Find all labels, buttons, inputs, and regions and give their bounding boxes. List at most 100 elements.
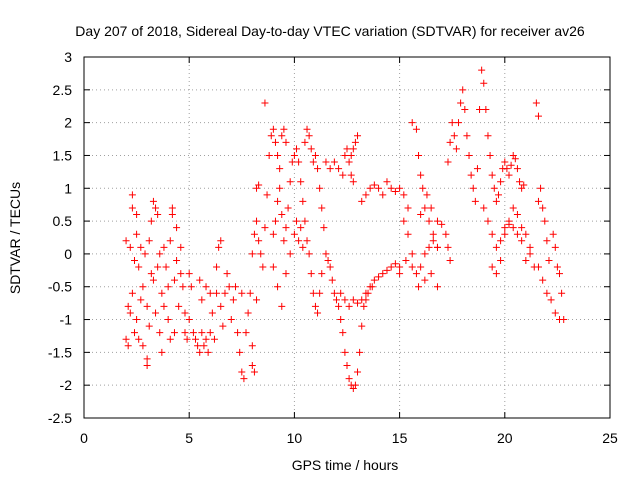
data-point-104 xyxy=(255,181,263,189)
data-point-336 xyxy=(551,243,559,251)
data-point-204 xyxy=(354,299,362,307)
data-point-329 xyxy=(539,276,547,284)
data-point-300 xyxy=(492,243,500,251)
data-point-236 xyxy=(396,270,404,278)
data-point-115 xyxy=(274,151,282,159)
data-point-334 xyxy=(560,316,568,324)
data-point-17 xyxy=(137,243,145,251)
data-point-179 xyxy=(349,145,357,153)
data-point-212 xyxy=(387,263,395,271)
y-tick-label-5: 0 xyxy=(64,246,72,262)
data-point-312 xyxy=(497,237,505,245)
data-point-222 xyxy=(387,184,395,192)
data-point-28 xyxy=(149,197,157,205)
data-point-172 xyxy=(330,158,338,166)
data-point-257 xyxy=(442,230,450,238)
data-point-32 xyxy=(154,211,162,219)
data-point-216 xyxy=(362,191,370,199)
data-point-297 xyxy=(480,204,488,212)
data-point-226 xyxy=(404,204,412,212)
data-point-311 xyxy=(492,270,500,278)
data-point-9 xyxy=(130,256,138,264)
data-point-227 xyxy=(400,217,408,225)
data-point-264 xyxy=(452,145,460,153)
data-point-67 xyxy=(202,335,210,343)
data-point-11 xyxy=(133,230,141,238)
data-point-230 xyxy=(412,270,420,278)
x-tick-label-3: 15 xyxy=(392,430,408,446)
data-point-211 xyxy=(383,266,391,274)
data-point-320 xyxy=(532,99,540,107)
data-point-327 xyxy=(545,256,553,264)
data-point-233 xyxy=(425,243,433,251)
data-point-1 xyxy=(122,237,130,245)
data-point-13 xyxy=(133,211,141,219)
data-point-316 xyxy=(513,230,521,238)
data-point-87 xyxy=(231,283,239,291)
plot-frame xyxy=(83,56,611,419)
data-point-138 xyxy=(297,224,305,232)
data-point-8 xyxy=(128,191,136,199)
data-point-47 xyxy=(170,276,178,284)
data-point-25 xyxy=(145,322,153,330)
data-point-201 xyxy=(341,296,349,304)
data-point-260 xyxy=(444,158,452,166)
data-point-178 xyxy=(347,151,355,159)
data-point-289 xyxy=(505,171,513,179)
data-point-317 xyxy=(518,237,526,245)
y-tick-label-1: -2 xyxy=(60,377,73,393)
data-point-305 xyxy=(513,211,521,219)
data-point-68 xyxy=(204,348,212,356)
data-point-27 xyxy=(147,217,155,225)
data-point-160 xyxy=(314,165,322,173)
data-point-82 xyxy=(221,289,229,297)
data-point-215 xyxy=(358,197,366,205)
data-point-210 xyxy=(379,270,387,278)
data-point-287 xyxy=(501,158,509,166)
data-point-90 xyxy=(238,289,246,297)
data-point-66 xyxy=(200,342,208,350)
data-point-102 xyxy=(253,217,261,225)
data-point-247 xyxy=(419,184,427,192)
data-point-163 xyxy=(320,224,328,232)
data-point-75 xyxy=(210,335,218,343)
data-point-326 xyxy=(543,237,551,245)
data-point-152 xyxy=(316,289,324,297)
data-point-52 xyxy=(177,243,185,251)
data-point-285 xyxy=(497,178,505,186)
data-point-133 xyxy=(282,270,290,278)
data-point-248 xyxy=(423,191,431,199)
data-point-31 xyxy=(152,204,160,212)
data-point-146 xyxy=(303,237,311,245)
data-point-110 xyxy=(263,191,271,199)
data-point-131 xyxy=(274,283,282,291)
data-point-142 xyxy=(295,158,303,166)
data-point-250 xyxy=(433,217,441,225)
data-point-173 xyxy=(335,165,343,173)
data-point-69 xyxy=(206,329,214,337)
data-point-328 xyxy=(534,263,542,271)
data-point-93 xyxy=(242,329,250,337)
data-point-49 xyxy=(173,224,181,232)
data-point-220 xyxy=(379,191,387,199)
data-point-243 xyxy=(408,119,416,127)
data-point-144 xyxy=(299,197,307,205)
data-point-12 xyxy=(133,316,141,324)
x-tick-label-4: 20 xyxy=(497,430,513,446)
data-point-294 xyxy=(516,178,524,186)
data-point-159 xyxy=(311,151,319,159)
data-point-108 xyxy=(261,224,269,232)
data-point-275 xyxy=(476,106,484,114)
data-point-298 xyxy=(484,217,492,225)
data-point-315 xyxy=(509,224,517,232)
data-point-141 xyxy=(293,145,301,153)
data-point-123 xyxy=(276,184,284,192)
data-point-196 xyxy=(360,302,368,310)
data-point-116 xyxy=(276,165,284,173)
data-point-272 xyxy=(469,184,477,192)
data-point-256 xyxy=(433,243,441,251)
data-point-228 xyxy=(404,230,412,238)
data-point-186 xyxy=(339,329,347,337)
data-point-76 xyxy=(213,289,221,297)
data-point-24 xyxy=(145,237,153,245)
